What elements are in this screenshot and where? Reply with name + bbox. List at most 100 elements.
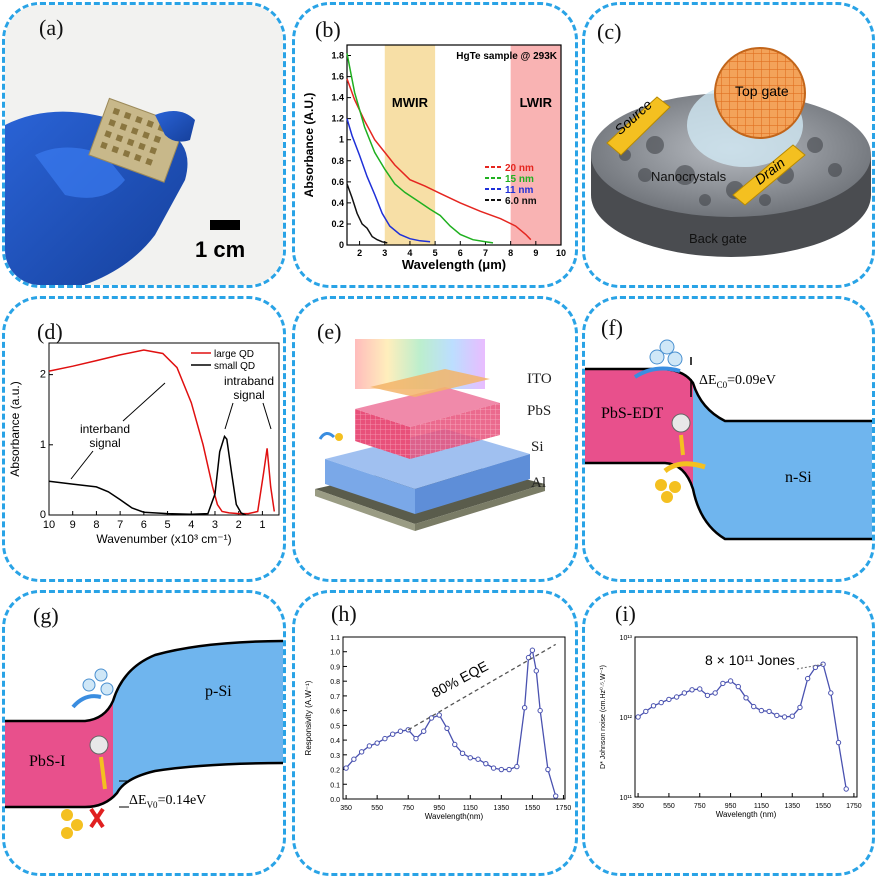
series-line-small-qd — [48, 434, 247, 516]
x-axis-label: Wavelength(nm) — [425, 812, 484, 821]
data-point — [452, 741, 458, 748]
data-point — [720, 680, 726, 687]
annotation-intraband: signal — [233, 388, 264, 402]
region-label-p-si: p-Si — [205, 683, 232, 700]
annotation-eqe: 80% EQE — [429, 658, 491, 701]
annotation-jones: 8 × 10¹¹ Jones — [705, 652, 795, 668]
panel-label: (a) — [39, 15, 64, 40]
data-point — [374, 740, 380, 746]
panel-c: (c) Top gate Source Drain Nanocrystals B… — [582, 2, 875, 288]
y-tick-label: 1.2 — [331, 114, 344, 124]
x-tick-label: 8 — [508, 248, 513, 258]
scale-bar — [210, 220, 240, 230]
x-tick-label: 1750 — [556, 805, 572, 812]
y-tick-label: 1.0 — [330, 650, 340, 657]
data-point — [727, 678, 734, 684]
data-point — [475, 756, 481, 762]
y-tick-label: 0.3 — [330, 753, 340, 760]
x-tick-label: 1150 — [754, 803, 769, 810]
region-label-n-si: n-Si — [785, 469, 812, 486]
series-line-1 — [407, 643, 557, 731]
x-tick-label: 9 — [70, 519, 76, 531]
x-tick-label: 1550 — [815, 803, 831, 810]
series-line-11-nm — [346, 118, 431, 243]
panel-label: (i) — [615, 601, 636, 626]
data-point — [514, 763, 520, 770]
x-axis-label: Wavelength (μm) — [402, 257, 506, 272]
panel-i: (i) 350 550 750 950 1150 1350 1550 1750 10¹¹ 10¹²… — [582, 590, 875, 876]
x-tick-label: 7 — [483, 248, 488, 258]
layer-stack-schematic — [315, 339, 545, 531]
annotation-arrow — [70, 450, 94, 480]
x-tick-label: 1150 — [463, 805, 478, 812]
y-tick-label: 0.9 — [330, 664, 340, 671]
data-point — [397, 728, 404, 734]
x-tick-label: 1 — [259, 519, 265, 531]
data-point — [689, 687, 695, 693]
panel-label: (c) — [597, 19, 622, 44]
plot-frame — [346, 44, 562, 246]
y-axis-label: D* Johnson noise (cm.Hz⁰·⁵.W⁻¹) — [599, 665, 607, 769]
data-point — [506, 766, 512, 773]
data-point — [666, 696, 672, 703]
data-point — [436, 712, 442, 718]
plot-frame — [48, 342, 280, 516]
x-tick-label: 4 — [188, 519, 194, 531]
data-point — [774, 712, 780, 719]
annotation-arrow — [122, 382, 166, 422]
data-point — [467, 755, 474, 761]
y-axis-label: Responsivity (A.W⁻¹) — [304, 680, 313, 755]
y-tick-label: 0.4 — [330, 738, 340, 745]
y-tick-label: 0.7 — [330, 694, 340, 701]
y-tick-label: 0.8 — [331, 156, 344, 166]
panel-b: (b) MWIR LWIR 2 3 4 5 6 7 8 9 10 0 0.2 0.4 0.6 0.8 1 1.2 1… — [292, 2, 578, 288]
x-tick-label: 6 — [141, 519, 147, 531]
band-lwir — [510, 45, 561, 245]
x-tick-label: 1350 — [784, 803, 800, 810]
y-tick-label: 0.8 — [330, 679, 340, 686]
y-tick-label: 1.6 — [331, 72, 344, 82]
annotation-interband: signal — [89, 436, 120, 450]
x-tick-label: 1750 — [846, 803, 862, 810]
data-point — [351, 756, 357, 762]
device-schematic — [591, 47, 871, 257]
y-tick-label: 0 — [339, 240, 344, 250]
data-point — [643, 708, 649, 715]
band-label: LWIR — [520, 95, 553, 110]
data-point — [650, 703, 657, 709]
legend-entry: 6.0 nm — [505, 196, 537, 207]
x-tick-label: 2 — [236, 519, 242, 531]
y-tick-label: 0.2 — [331, 219, 344, 229]
y-tick-label: 0.6 — [331, 177, 344, 187]
y-tick-label: 0.2 — [330, 768, 340, 775]
data-point — [743, 695, 749, 701]
x-tick-label: 750 — [694, 803, 706, 810]
data-point — [552, 793, 559, 799]
data-point — [358, 749, 365, 755]
scale-bar-label: 1 cm — [195, 237, 246, 262]
panel-label: (f) — [601, 315, 623, 340]
y-tick-label: 10¹³ — [620, 635, 633, 642]
x-tick-label: 8 — [93, 519, 99, 531]
data-point — [366, 743, 373, 749]
device-photo — [5, 5, 283, 285]
data-point — [735, 683, 741, 690]
x-tick-label: 550 — [371, 805, 383, 812]
panel-label: (d) — [37, 319, 63, 344]
data-point — [712, 690, 718, 696]
data-point — [751, 703, 757, 710]
band-diagram-p — [5, 639, 283, 839]
data-point — [704, 692, 711, 699]
data-point — [797, 704, 803, 711]
x-tick-label: 750 — [402, 805, 414, 812]
series-line-6-0-nm — [346, 183, 388, 244]
x-tick-label: 4 — [407, 248, 412, 258]
layer-label-al: Al — [531, 475, 546, 491]
y-tick-label: 0.5 — [330, 723, 340, 730]
plot-frame — [342, 636, 566, 800]
data-point — [537, 707, 543, 714]
panel-a: (a) 1 cm — [2, 2, 286, 288]
data-point — [428, 715, 435, 721]
data-point — [835, 739, 842, 746]
x-tick-label: 7 — [117, 519, 123, 531]
